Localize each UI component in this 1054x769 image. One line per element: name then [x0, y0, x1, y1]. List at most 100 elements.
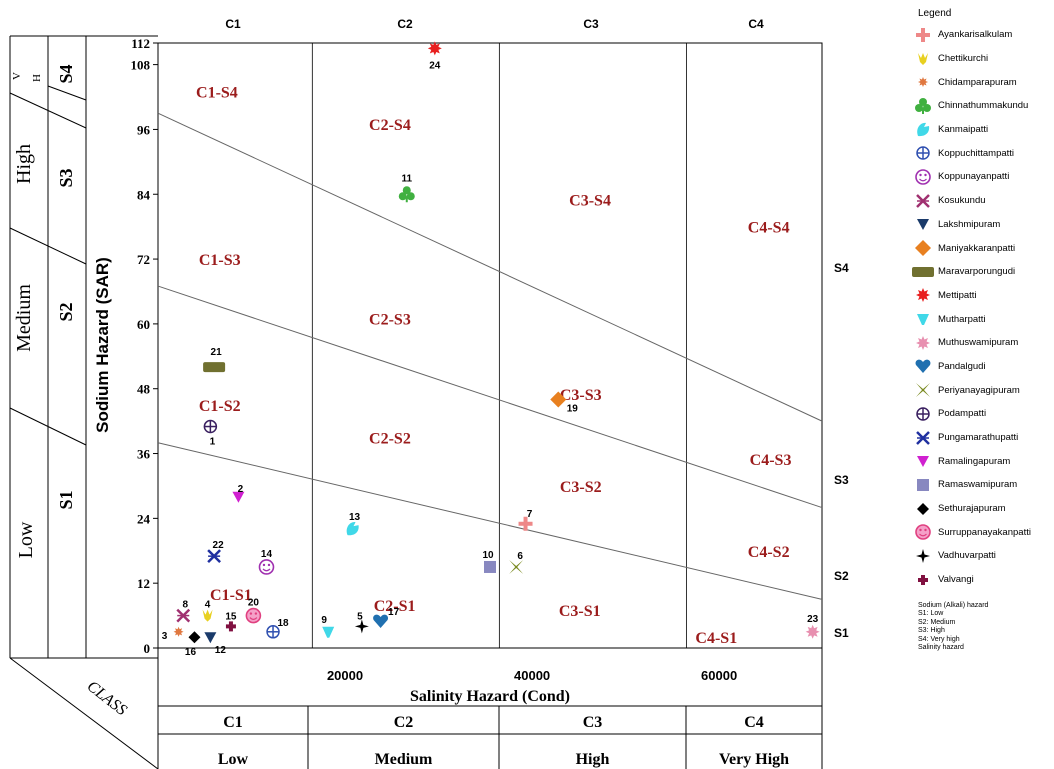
point-label: 24 [429, 60, 441, 71]
legend-item: Pungamarathupatti [912, 426, 1052, 450]
legend-item: Chettikurchi [912, 47, 1052, 71]
data-point [207, 549, 221, 564]
top-class-label: C3 [583, 17, 599, 31]
legend-label: Chidamparapuram [938, 76, 1017, 88]
y-tick-label: 24 [137, 511, 151, 526]
legend-label: Periyanayagipuram [938, 384, 1020, 396]
legend-marker-icon [918, 52, 928, 65]
legend-label: Vadhuvarpatti [938, 550, 996, 562]
y-tick-label: 112 [131, 36, 150, 51]
zone-label: C1-S1 [210, 587, 252, 604]
bottom-level-label: Medium [375, 751, 433, 768]
legend-note: Sodium (Alkali) hazard [918, 601, 989, 609]
legend-marker-icon [916, 430, 930, 445]
point-label: 8 [182, 600, 188, 611]
legend-marker-icon [916, 288, 930, 303]
legend-label: Chettikurchi [938, 53, 989, 65]
left-panel-slant [9, 227, 87, 265]
legend-marker-icon [915, 524, 931, 541]
legend-notes: Sodium (Alkali) hazard S1: Low S2: Medium S… [918, 602, 1052, 653]
bottom-level-label: Low [218, 751, 249, 768]
point-label: 12 [215, 645, 227, 656]
sar-boundary-line [157, 442, 823, 600]
sar-level-label: H [31, 74, 43, 82]
data-point [373, 614, 389, 628]
legend-item: Maniyakkaranpatti [912, 236, 1052, 260]
legend-label: Lakshmipuram [938, 218, 1001, 230]
legend-marker-icon [915, 169, 931, 185]
legend-label: Sethurajapuram [938, 503, 1006, 515]
bottom-level-label: High [576, 751, 610, 768]
point-label: 5 [357, 611, 363, 622]
point-label: 17 [388, 607, 400, 618]
y-tick-label: 48 [137, 382, 151, 397]
legend-marker-icon [918, 77, 928, 88]
legend-label: Podampatti [938, 408, 987, 420]
sar-level-label: V [11, 72, 23, 80]
data-point [509, 559, 524, 574]
zone-label: C1-S4 [196, 85, 238, 102]
sar-class-label: S3 [56, 168, 76, 187]
legend-marker-icon [917, 219, 929, 231]
zone-label: C4-S3 [750, 452, 792, 469]
point-label: 2 [238, 484, 244, 495]
x-axis-label: Salinity Hazard (Cond) [410, 688, 570, 705]
sar-level-label: Low [15, 521, 37, 558]
class-label: CLASS [84, 678, 130, 719]
legend-marker-icon [916, 335, 930, 350]
legend-item: Chidamparapuram [912, 70, 1052, 94]
legend-item: Lakshmipuram [912, 213, 1052, 237]
y-tick-label: 72 [137, 252, 150, 267]
data-point [232, 491, 245, 503]
right-sar-label: S1 [834, 626, 849, 640]
zone-label: C3-S4 [569, 193, 611, 210]
legend-item: Sethurajapuram [912, 497, 1052, 521]
sar-boundary-line [157, 112, 823, 422]
legend-item: Muthuswamipuram [912, 331, 1052, 355]
legend-label: Chinnathummakundu [938, 100, 1029, 112]
legend-marker-icon [916, 407, 930, 421]
bottom-class-label: C4 [744, 714, 764, 731]
zone-label: C2-S1 [374, 598, 416, 615]
point-label: 3 [162, 631, 168, 642]
legend-marker-icon [916, 383, 930, 398]
data-point [322, 626, 335, 638]
legend-label: Surruppanayakanpatti [938, 526, 1031, 538]
legend-marker-icon [916, 548, 930, 563]
legend-item: Koppunayanpatti [912, 165, 1052, 189]
legend-item: Podampatti [912, 402, 1052, 426]
legend-label: Muthuswamipuram [938, 337, 1019, 349]
legend-note: S3: High [918, 627, 945, 634]
legend-label: Kosukundu [938, 195, 986, 207]
data-point [354, 619, 369, 634]
sar-level-label: Medium [13, 284, 35, 352]
top-class-label: C1 [225, 17, 241, 31]
zone-label: C2-S4 [369, 117, 411, 134]
zone-label: C4-S1 [695, 630, 737, 647]
point-label: 1 [210, 437, 216, 448]
legend-note: S2: Medium [918, 618, 956, 626]
point-label: 9 [321, 615, 327, 626]
right-sar-label: S3 [834, 473, 849, 487]
sar-class-label: S1 [56, 490, 76, 509]
legend-note: S4: Very high [918, 635, 960, 643]
right-sar-label: S2 [834, 569, 849, 583]
point-label: 23 [807, 614, 819, 625]
zone-label: C4-S2 [748, 544, 790, 561]
legend-marker-icon [918, 574, 928, 585]
top-class-label: C4 [748, 17, 764, 31]
legend-label: Maravarporungudi [938, 266, 1016, 278]
legend-item: Mutharpatti [912, 307, 1052, 331]
data-point [204, 632, 217, 644]
data-point [258, 559, 275, 575]
data-point [173, 626, 184, 637]
legend-item: Vadhuvarpatti [912, 544, 1052, 568]
left-panel-slant [9, 407, 87, 446]
legend-item: Kosukundu [912, 189, 1052, 213]
data-point [176, 608, 191, 623]
point-label: 7 [527, 509, 533, 520]
legend-item: Chinnathummakundu [912, 94, 1052, 118]
legend-item: Maravarporungudi [912, 260, 1052, 284]
legend-item: Pandalgudi [912, 355, 1052, 379]
y-axis-label: Sodium Hazard (SAR) [93, 257, 112, 433]
